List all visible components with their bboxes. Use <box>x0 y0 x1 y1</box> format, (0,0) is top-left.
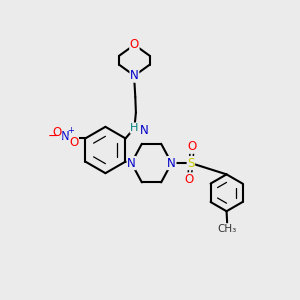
Text: N: N <box>127 157 136 169</box>
Text: O: O <box>185 173 194 186</box>
Text: O: O <box>69 136 78 149</box>
Text: S: S <box>187 157 195 169</box>
Text: N: N <box>130 69 139 82</box>
Text: N: N <box>167 157 176 169</box>
Text: O: O <box>52 126 62 139</box>
Text: O: O <box>130 38 139 51</box>
Text: O: O <box>188 140 197 153</box>
Text: N: N <box>61 130 70 142</box>
Text: +: + <box>67 126 74 135</box>
Text: H: H <box>130 123 139 133</box>
Text: CH₃: CH₃ <box>218 224 237 234</box>
Text: N: N <box>140 124 148 137</box>
Text: −: − <box>48 130 58 142</box>
